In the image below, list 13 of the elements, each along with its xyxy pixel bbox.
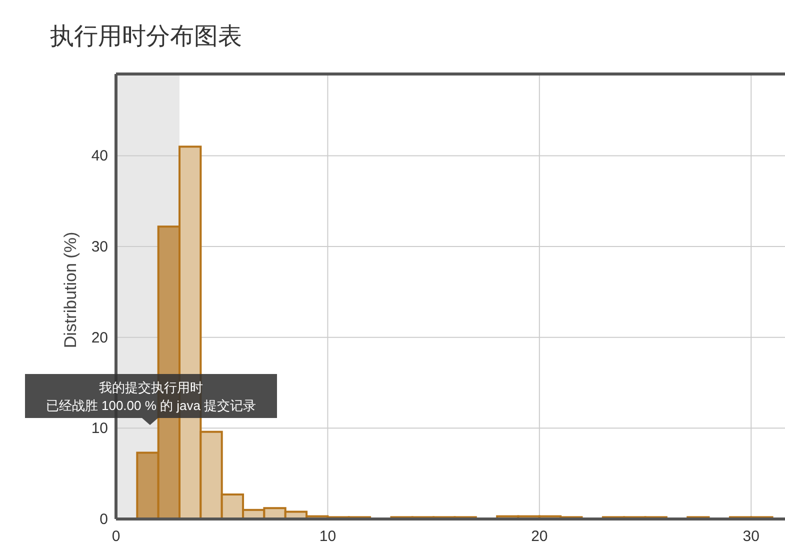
chart-title: 执行用时分布图表 (50, 23, 242, 50)
x-tick-label: 0 (112, 528, 120, 545)
annotation: 已经战胜 100.00 % 的 java 提交记录 (46, 398, 256, 413)
y-tick-label: 30 (91, 238, 108, 256)
y-tick-label: 10 (91, 420, 108, 438)
x-tick-label: 10 (319, 528, 336, 545)
y-tick-label: 40 (91, 148, 108, 165)
x-tick-label: 20 (531, 528, 548, 545)
y-tick-label: 0 (100, 511, 108, 528)
y-axis-title: Distribution (%) (61, 232, 80, 348)
x-tick-label: 30 (742, 528, 760, 545)
y-tick-label: 20 (91, 329, 108, 346)
annotation: 我的提交执行用时 (99, 380, 203, 395)
